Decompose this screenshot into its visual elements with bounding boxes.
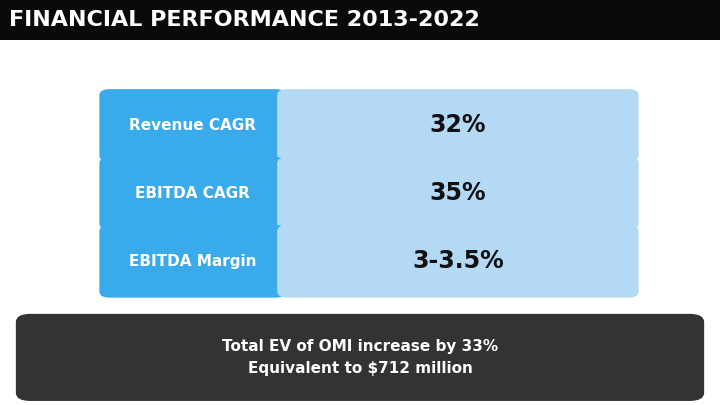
Text: 35%: 35% [430, 181, 486, 205]
FancyBboxPatch shape [99, 225, 286, 298]
FancyBboxPatch shape [0, 0, 720, 40]
Text: EBITDA CAGR: EBITDA CAGR [135, 186, 250, 201]
FancyBboxPatch shape [277, 157, 639, 230]
FancyBboxPatch shape [16, 314, 704, 401]
FancyBboxPatch shape [277, 89, 639, 162]
FancyBboxPatch shape [99, 157, 286, 230]
Text: 3-3.5%: 3-3.5% [412, 249, 504, 273]
Text: EBITDA Margin: EBITDA Margin [129, 254, 256, 269]
Text: Total EV of OMI increase by 33%
Equivalent to $712 million: Total EV of OMI increase by 33% Equivale… [222, 339, 498, 376]
FancyBboxPatch shape [277, 225, 639, 298]
Text: FINANCIAL PERFORMANCE 2013-2022: FINANCIAL PERFORMANCE 2013-2022 [9, 10, 480, 30]
Text: Revenue CAGR: Revenue CAGR [129, 118, 256, 133]
FancyBboxPatch shape [99, 89, 286, 162]
Text: 32%: 32% [430, 113, 486, 137]
